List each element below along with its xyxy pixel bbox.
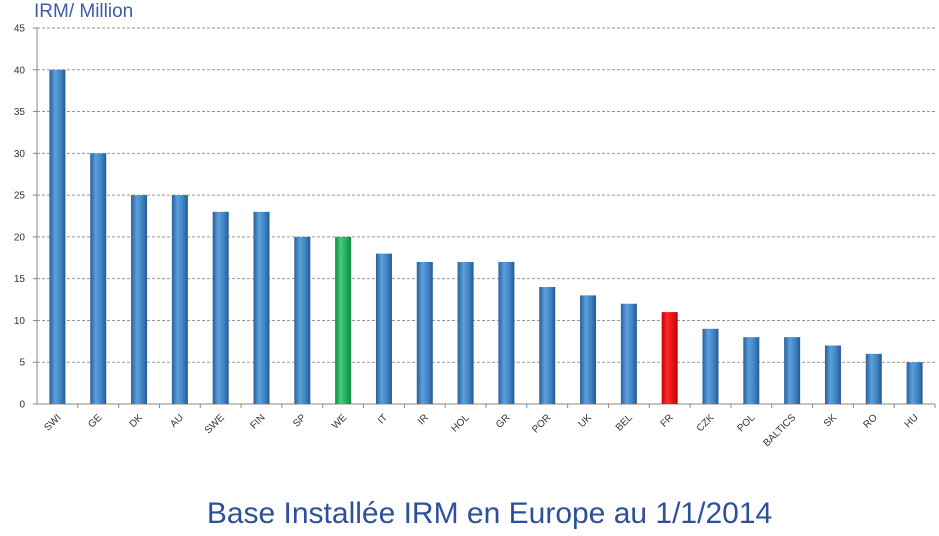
y-tick-label: 35 [14, 107, 26, 118]
bar-swi [49, 69, 66, 405]
bar-we [335, 236, 352, 404]
x-tick-label: CZK [695, 412, 717, 434]
x-tick-label: BALTICS [762, 412, 799, 449]
bar-dk [131, 195, 148, 404]
bar-fr [661, 312, 678, 404]
x-tick-label: AU [168, 412, 186, 430]
bar-gr [498, 261, 515, 404]
bar-sp [294, 236, 311, 404]
x-tick-label: SK [822, 412, 839, 429]
bar-czk [702, 328, 719, 404]
y-tick-label: 45 [14, 24, 26, 35]
x-tick-label: BEL [614, 412, 635, 433]
x-tick-label: POR [530, 412, 553, 435]
x-tick-label: UK [577, 412, 595, 430]
x-tick-label: POL [736, 412, 758, 434]
bar-fin [253, 211, 270, 404]
y-tick-label: 15 [14, 274, 26, 285]
bar-au [171, 195, 188, 404]
bar-baltics [784, 337, 801, 404]
bar-ro [865, 353, 882, 404]
x-tick-label: SWI [42, 412, 63, 433]
y-axis-label: IRM/ Million [34, 1, 134, 22]
x-tick-label: DK [128, 412, 146, 430]
y-tick-label: 5 [19, 358, 25, 369]
bar-por [539, 287, 556, 404]
bar-bel [620, 303, 637, 404]
x-tick-label: SWE [203, 412, 227, 436]
x-tick-label: FR [659, 412, 676, 429]
x-tick-label: SP [291, 412, 308, 429]
bar-pol [743, 337, 760, 404]
x-tick-label: FIN [248, 412, 267, 431]
y-tick-label: 0 [19, 400, 25, 411]
x-tick-label: WE [330, 412, 349, 431]
bar-hol [457, 261, 474, 404]
bar-sk [824, 345, 841, 404]
x-tick-label: RO [862, 412, 881, 431]
y-tick-label: 25 [14, 191, 26, 202]
bar-ir [416, 261, 433, 404]
bar-it [375, 253, 392, 404]
bar-hu [906, 362, 923, 404]
chart-title: Base Installée IRM en Europe au 1/1/2014 [206, 497, 773, 530]
x-tick-label: IT [376, 412, 390, 426]
x-tick-label: GR [494, 412, 512, 430]
bar-ge [90, 153, 107, 404]
bar-chart: 0 5 10 15 20 25 30 35 40 45 SWI GE DK AU SWE FIN SP WE IT I… [14, 24, 936, 449]
x-tick-label: HU [903, 412, 921, 430]
x-tick-label: HOL [449, 412, 472, 435]
x-tick-label: IR [416, 412, 431, 427]
y-tick-label: 30 [14, 149, 26, 160]
y-tick-label: 10 [14, 316, 26, 327]
y-tick-label: 20 [14, 232, 26, 243]
bar-swe [212, 211, 229, 404]
bar-uk [580, 295, 597, 404]
y-tick-label: 40 [14, 65, 26, 76]
x-tick-label: GE [86, 412, 104, 430]
